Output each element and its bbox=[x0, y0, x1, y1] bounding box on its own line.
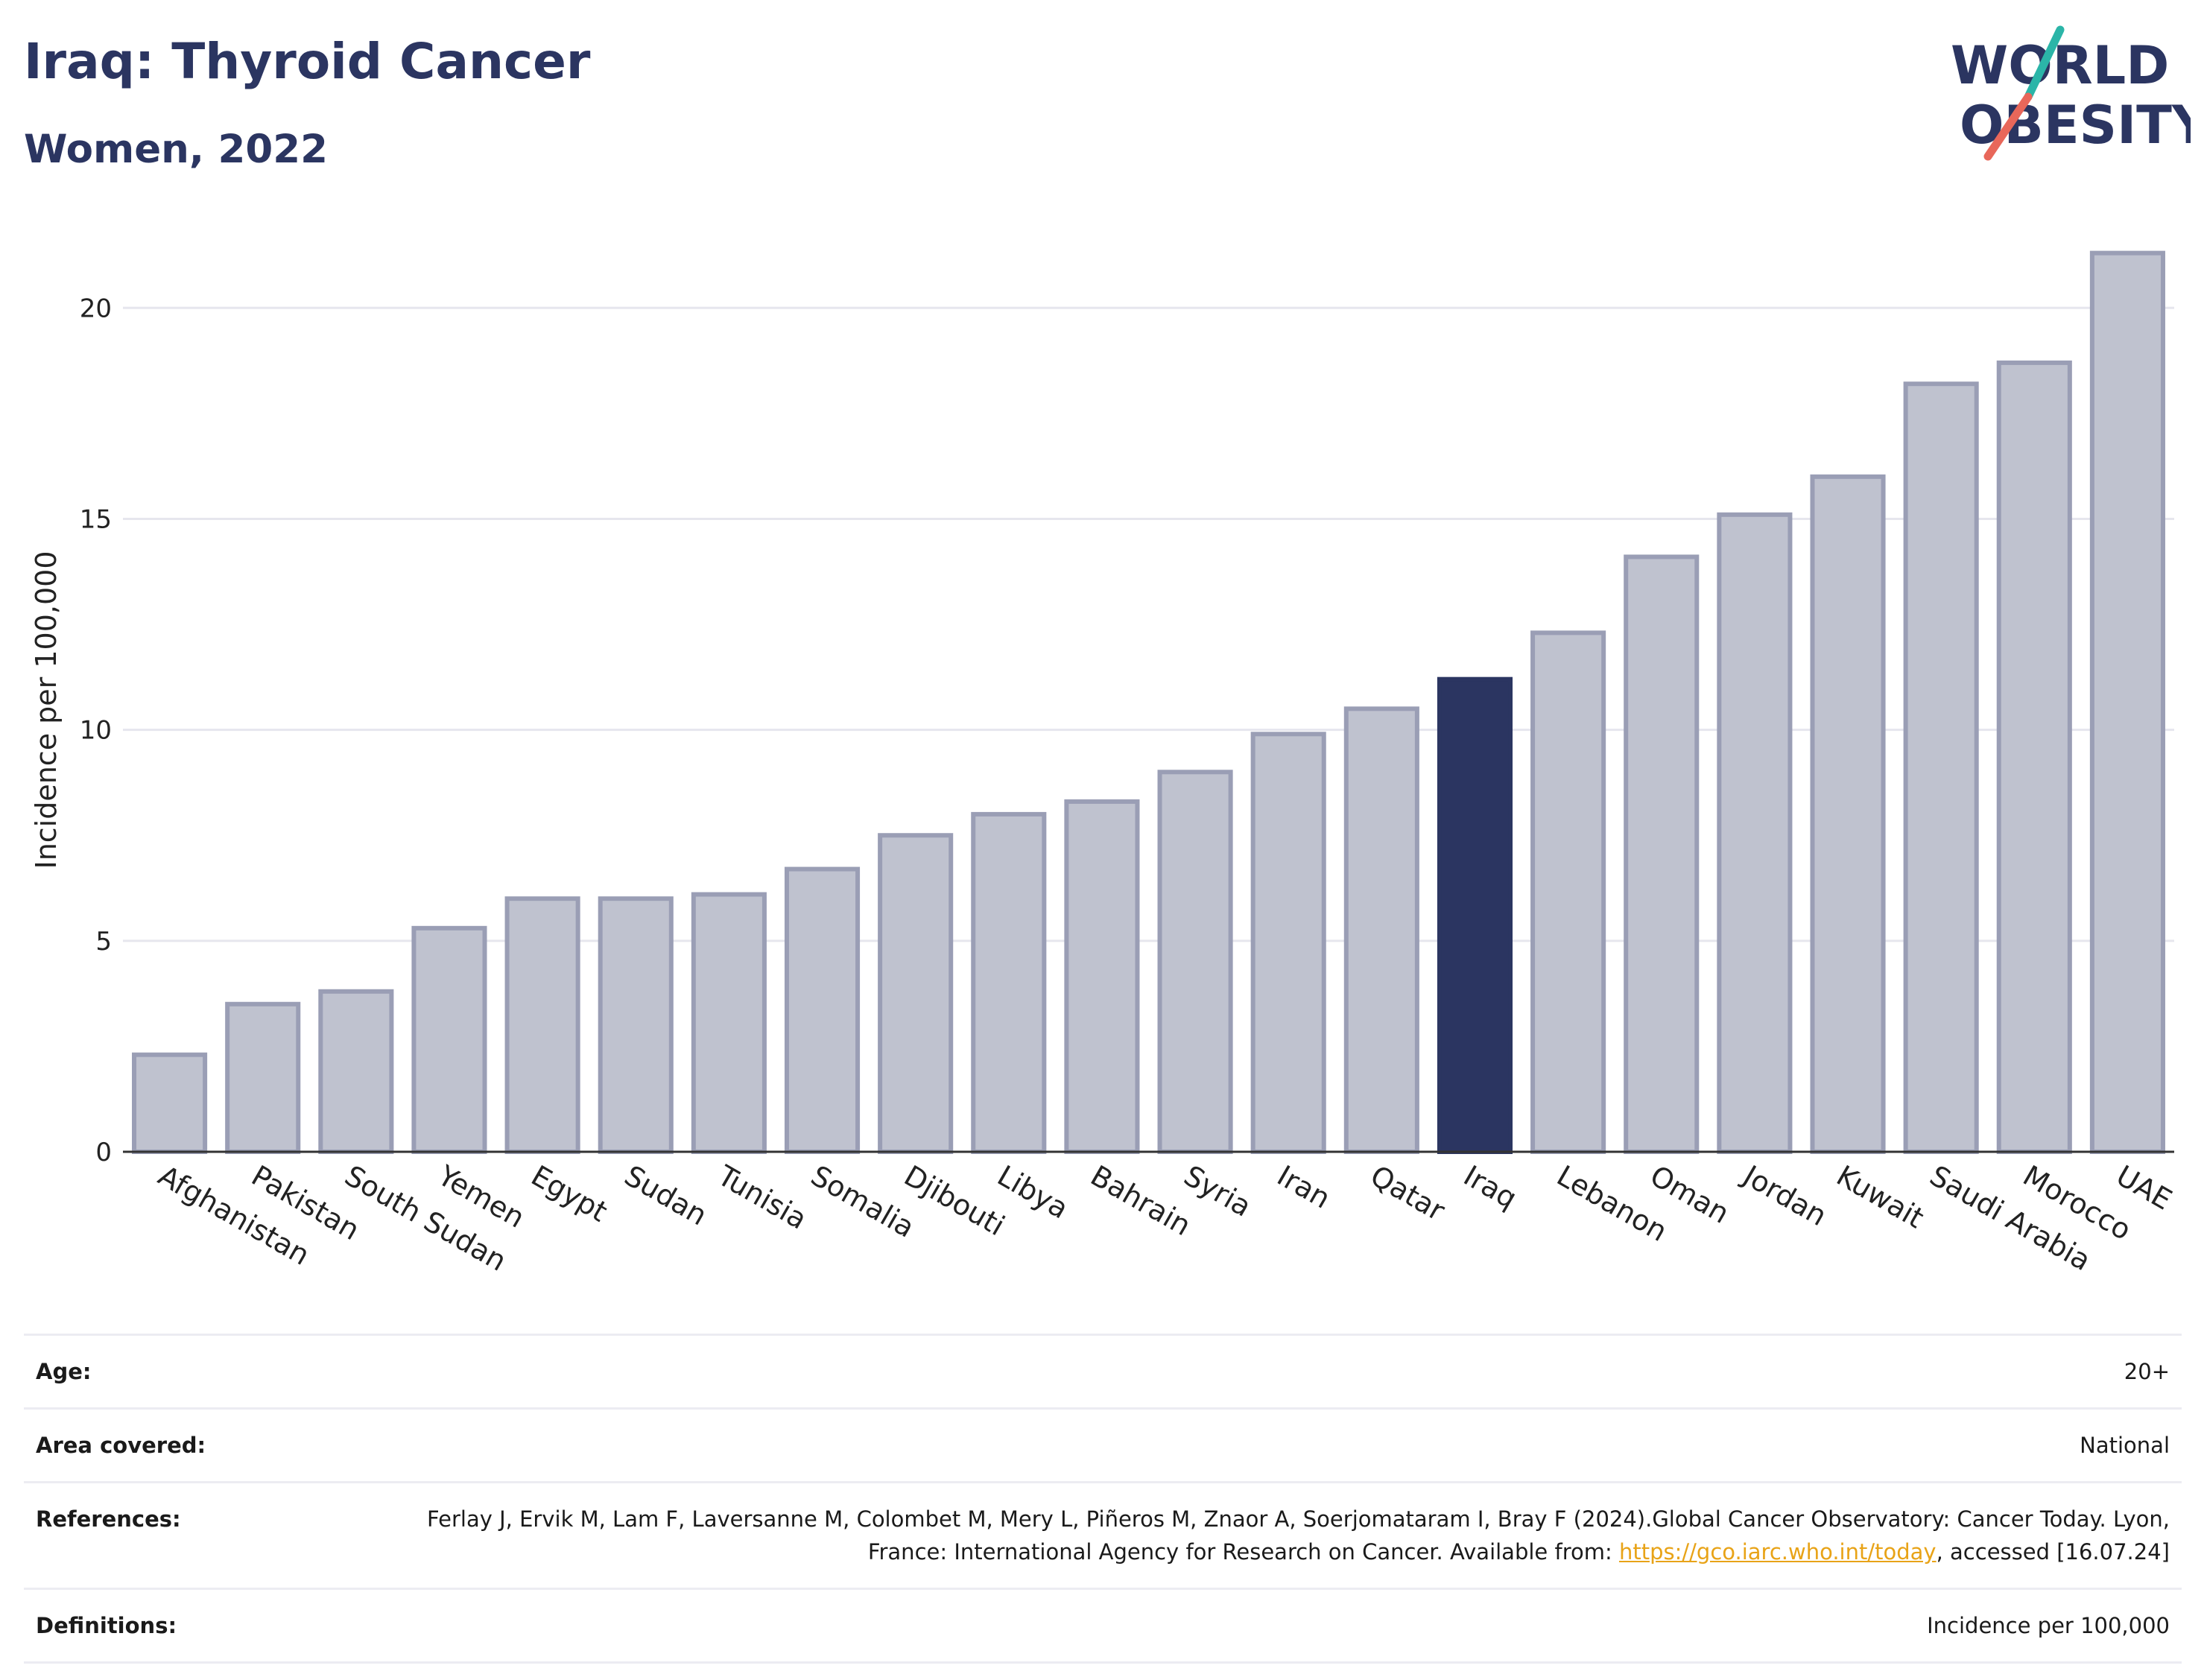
y-axis-title: Incidence per 100,000 bbox=[30, 551, 63, 869]
area-value: National bbox=[361, 1407, 2182, 1483]
table-row-area: Area covered: National bbox=[24, 1407, 2182, 1483]
bar-pakistan bbox=[225, 1001, 301, 1154]
x-tick-label: Djibouti bbox=[899, 1159, 1010, 1243]
world-obesity-logo: WORLD OBESITY bbox=[1951, 25, 2191, 161]
references-label: References: bbox=[24, 1481, 361, 1590]
bar-sudan bbox=[598, 896, 674, 1154]
age-label: Age: bbox=[24, 1334, 361, 1410]
bar-syria bbox=[1157, 770, 1233, 1154]
references-text: Ferlay J, Ervik M, Lam F, Laversanne M, … bbox=[427, 1506, 2170, 1565]
definitions-label: Definitions: bbox=[24, 1588, 361, 1664]
bars bbox=[132, 250, 2165, 1155]
bar-qatar bbox=[1343, 706, 1419, 1154]
y-tick-label: 10 bbox=[80, 716, 112, 746]
logo-slash-teal bbox=[2024, 25, 2065, 101]
info-table: Age: 20+ Area covered: National Referenc… bbox=[24, 1334, 2182, 1664]
x-tick-label: Kuwait bbox=[1831, 1159, 1930, 1235]
chart-subtitle: Women, 2022 bbox=[24, 127, 328, 172]
table-row-definitions: Definitions: Incidence per 100,000 bbox=[24, 1588, 2182, 1664]
bar-somalia bbox=[784, 866, 861, 1154]
x-tick-label: Qatar bbox=[1365, 1159, 1451, 1228]
logo-slash-red bbox=[1983, 92, 2033, 161]
bar-lebanon bbox=[1530, 630, 1606, 1154]
table-row-age: Age: 20+ bbox=[24, 1334, 2182, 1410]
x-tick-label: Iran bbox=[1272, 1159, 1336, 1215]
y-tick-labels: 0 5 10 15 20 bbox=[80, 294, 112, 1167]
bar-south-sudan bbox=[318, 989, 394, 1155]
bar-egypt bbox=[504, 896, 580, 1154]
x-tick-label: Tunisia bbox=[712, 1158, 812, 1236]
x-tick-label: Jordan bbox=[1737, 1158, 1832, 1233]
bar-morocco bbox=[1996, 360, 2072, 1154]
bar-iraq bbox=[1437, 676, 1513, 1154]
x-tick-label: Iraq bbox=[1458, 1159, 1522, 1215]
x-tick-label: Egypt bbox=[526, 1159, 613, 1229]
logo-word-world: WORLD bbox=[1951, 35, 2169, 96]
bar-iran bbox=[1250, 732, 1326, 1154]
bar-yemen bbox=[411, 925, 487, 1154]
references-link[interactable]: https://gco.iarc.who.int/today bbox=[1618, 1539, 1937, 1565]
x-tick-label: Somalia bbox=[805, 1159, 920, 1244]
area-label: Area covered: bbox=[24, 1407, 361, 1483]
bar-oman bbox=[1624, 554, 1700, 1154]
references-value: Ferlay J, Ervik M, Lam F, Laversanne M, … bbox=[361, 1481, 2182, 1590]
x-tick-label: Bahrain bbox=[1085, 1159, 1196, 1243]
bar-tunisia bbox=[691, 892, 767, 1154]
bar-libya bbox=[971, 811, 1047, 1154]
bar-bahrain bbox=[1064, 799, 1140, 1155]
x-tick-label: Saudi Arabia bbox=[1925, 1159, 2097, 1278]
references-accessed: , accessed [16.07.24] bbox=[1936, 1539, 2170, 1565]
bar-djibouti bbox=[878, 833, 954, 1155]
bar-uae bbox=[2089, 250, 2165, 1154]
bar-afghanistan bbox=[132, 1052, 208, 1154]
bar-saudi-arabia bbox=[1903, 381, 1979, 1155]
y-tick-label: 0 bbox=[95, 1138, 112, 1167]
y-tick-label: 15 bbox=[80, 504, 112, 534]
bar-jordan bbox=[1717, 512, 1793, 1154]
definitions-value: Incidence per 100,000 bbox=[361, 1588, 2182, 1664]
table-row-references: References: Ferlay J, Ervik M, Lam F, La… bbox=[24, 1481, 2182, 1590]
x-tick-label: South Sudan bbox=[339, 1159, 512, 1278]
y-tick-label: 20 bbox=[80, 294, 112, 323]
x-tick-label: Sudan bbox=[619, 1159, 713, 1232]
bar-kuwait bbox=[1810, 474, 1886, 1154]
age-value: 20+ bbox=[361, 1334, 2182, 1410]
y-tick-label: 5 bbox=[95, 927, 112, 957]
chart-title: Iraq: Thyroid Cancer bbox=[24, 33, 591, 90]
x-tick-label: UAE bbox=[2111, 1159, 2177, 1217]
